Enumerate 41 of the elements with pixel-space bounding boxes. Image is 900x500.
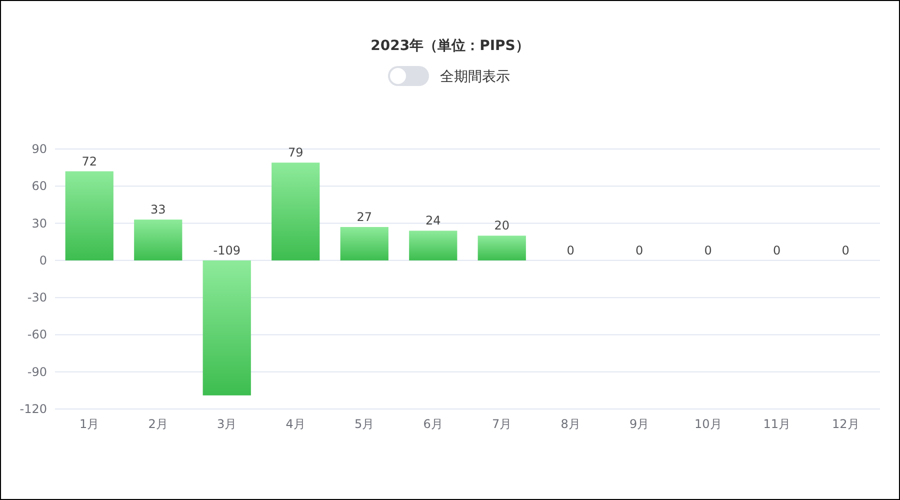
x-tick-label: 2月 (148, 417, 168, 431)
x-tick-label: 3月 (217, 417, 237, 431)
bar (134, 220, 182, 260)
data-label: 24 (425, 214, 441, 228)
data-label: 72 (82, 154, 98, 168)
data-label: 0 (566, 243, 574, 258)
y-tick-label: 60 (32, 179, 47, 194)
x-tick-label: 10月 (694, 417, 722, 431)
bar (272, 162, 320, 260)
bar (478, 236, 526, 260)
y-tick-label: -90 (27, 364, 47, 379)
data-label: 20 (494, 218, 510, 233)
x-tick-label: 1月 (80, 417, 100, 431)
chart-title: 2023年（単位：PIPS） (370, 38, 530, 54)
data-label: 79 (288, 146, 304, 160)
data-label: 0 (773, 243, 781, 258)
data-label: 0 (636, 243, 644, 258)
x-tick-label: 5月 (354, 417, 374, 431)
y-tick-label: 90 (32, 142, 47, 156)
x-tick-label: 6月 (423, 417, 443, 431)
x-tick-label: 11月 (763, 417, 791, 431)
bar (202, 260, 251, 396)
y-tick-label: -30 (27, 290, 47, 305)
data-label: -109 (213, 243, 240, 258)
x-tick-label: 8月 (560, 417, 580, 431)
text: 全期間表示 (440, 69, 510, 85)
x-tick-label: 12月 (832, 417, 860, 431)
x-tick-label: 4月 (286, 417, 306, 431)
y-tick-label: 30 (32, 216, 47, 230)
data-label: 0 (704, 243, 712, 258)
bar (409, 230, 458, 260)
y-tick-label: -60 (27, 328, 47, 342)
data-label: 0 (842, 243, 850, 258)
bar (65, 171, 114, 260)
data-label: 27 (356, 210, 372, 224)
y-tick-label: -120 (20, 402, 47, 416)
x-tick-label: 7月 (492, 417, 512, 431)
y-tick-label: 0 (39, 253, 47, 268)
data-label: 33 (150, 202, 166, 217)
x-tick-label: 9月 (630, 417, 650, 431)
bar (340, 227, 388, 260)
